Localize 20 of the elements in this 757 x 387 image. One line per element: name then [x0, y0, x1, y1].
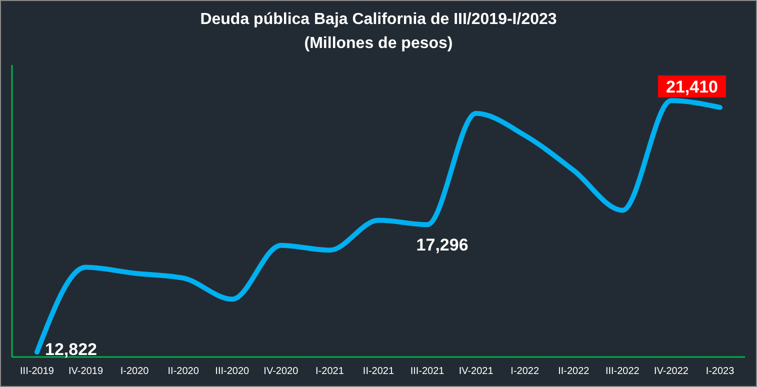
chart-title: Deuda pública Baja California de III/2019-I/2023	[200, 11, 557, 28]
x-tick-label: II-2022	[558, 366, 590, 377]
x-tick-label: IV-2021	[458, 366, 494, 377]
x-tick-label: IV-2020	[264, 366, 299, 377]
x-tick-label: I-2021	[316, 366, 344, 377]
x-tick-label: IV-2019	[68, 366, 104, 377]
x-tick-label: I-2020	[120, 366, 150, 377]
x-tick-label: II-2020	[168, 366, 200, 377]
x-tick-label: I-2023	[706, 366, 735, 377]
chart-subtitle: (Millones de pesos)	[304, 35, 453, 52]
data-label: 21,410	[666, 77, 718, 96]
x-tick-label: III-2021	[410, 366, 445, 377]
x-tick-label: III-2020	[215, 366, 250, 377]
x-tick-label: III-2022	[605, 366, 640, 377]
x-tick-label: II-2021	[362, 366, 394, 377]
x-tick-label: IV-2022	[654, 366, 689, 377]
x-tick-label: I-2022	[510, 366, 540, 377]
data-label: 17,296	[416, 236, 468, 255]
data-label: 12,822	[45, 340, 97, 360]
x-tick-label: III-2019	[20, 366, 54, 377]
